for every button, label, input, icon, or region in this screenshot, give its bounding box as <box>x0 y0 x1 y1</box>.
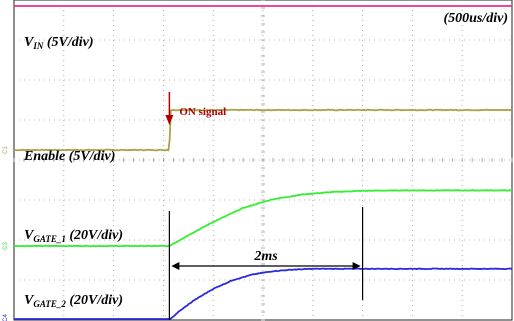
vgate1-label: VGATE_1 (20V/div) <box>24 228 123 244</box>
vin-label: VIN (5V/div) <box>24 35 94 51</box>
grid <box>13 0 513 321</box>
duration-arrow-head-right <box>352 262 361 270</box>
channel-marker: C4 <box>3 314 9 321</box>
enable-label: Enable (5V/div) <box>23 149 115 164</box>
on-signal-label: ON signal <box>179 106 226 118</box>
on-signal-arrow-head <box>165 115 174 125</box>
trace-enable <box>13 108 513 152</box>
trace-vgate1 <box>13 189 513 248</box>
time-scale-label: (500us/div) <box>443 11 508 26</box>
vgate2-label: VGATE_2 (20V/div) <box>24 293 123 309</box>
channel-markers: C2C1C3C4 <box>3 146 9 321</box>
channel-marker: C3 <box>3 242 9 250</box>
channel-marker: C1 <box>3 146 9 154</box>
trace-vgate2 <box>14 267 513 320</box>
duration-arrow-head-left <box>171 262 180 270</box>
traces <box>13 5 513 320</box>
duration-label: 2ms <box>253 249 278 264</box>
